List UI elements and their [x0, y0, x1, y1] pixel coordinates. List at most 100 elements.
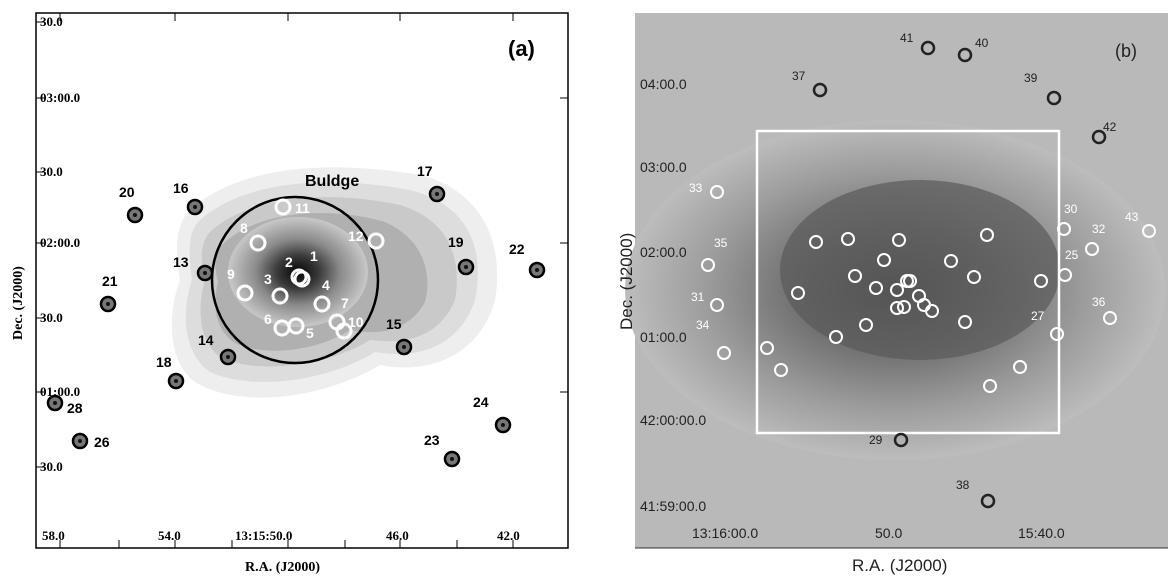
source-label: 32	[1092, 222, 1106, 236]
source-label: 31	[691, 290, 705, 304]
source-label: 42	[1103, 120, 1117, 134]
y-axis-label: Dec. (J2000)	[620, 233, 636, 330]
source-label: 43	[1125, 210, 1139, 224]
source-label: 4	[322, 277, 330, 293]
source-label: 25	[1065, 248, 1079, 262]
y-tick: 04:00.0	[640, 76, 687, 92]
source-label: 14	[198, 332, 214, 348]
x-tick: 46.0	[386, 528, 409, 543]
source-core	[133, 213, 137, 217]
source-label: 37	[792, 69, 806, 83]
source-marker	[1046, 90, 1062, 106]
source-marker	[920, 40, 936, 56]
y-tick: 30.0	[40, 459, 63, 474]
source-core	[78, 439, 82, 443]
source-label: 12	[348, 228, 364, 244]
source-label: 33	[689, 181, 703, 195]
source-label: 27	[1031, 309, 1045, 323]
source-marker	[980, 228, 994, 242]
source-marker	[890, 301, 904, 315]
source-core	[535, 268, 539, 272]
source-marker	[367, 232, 385, 250]
x-tick: 13:15:50.0	[235, 528, 292, 543]
source-marker	[944, 254, 958, 268]
source-marker	[957, 47, 973, 63]
source-marker	[890, 283, 904, 297]
source-marker	[1103, 311, 1117, 325]
x-tick: 50.0	[875, 525, 902, 541]
source-marker	[958, 315, 972, 329]
source-core	[53, 401, 57, 405]
source-label: 29	[869, 433, 883, 447]
source-label: 36	[1092, 295, 1106, 309]
source-core	[193, 205, 197, 209]
source-label: 17	[417, 163, 433, 179]
bulge-circle	[210, 195, 380, 365]
x-tick: 15:40.0	[1018, 525, 1065, 541]
y-axis-label: Dec. (J2000)	[11, 266, 26, 340]
source-label: 11	[295, 200, 310, 216]
y-tick: 42:00:00.0	[640, 412, 706, 428]
source-label: 30	[1064, 202, 1078, 216]
source-label: 7	[341, 295, 349, 311]
source-label: 39	[1024, 71, 1038, 85]
source-core	[464, 265, 468, 269]
source-marker	[774, 363, 788, 377]
source-label: 10	[348, 314, 364, 330]
source-marker	[812, 82, 828, 98]
y-tick: 03:00.0	[640, 159, 687, 175]
source-core	[501, 423, 505, 427]
source-core	[450, 457, 454, 461]
y-tick: 01:00.0	[640, 329, 687, 345]
source-marker	[877, 253, 891, 267]
y-tick: 30.0	[40, 310, 63, 325]
source-core	[106, 302, 110, 306]
y-tick: 02:00.0	[640, 244, 687, 260]
source-label: 6	[264, 311, 272, 327]
source-marker	[1034, 274, 1048, 288]
source-marker	[717, 346, 731, 360]
source-label: 41	[900, 31, 914, 45]
source-core	[226, 355, 230, 359]
source-marker	[335, 322, 353, 340]
source-marker	[859, 318, 873, 332]
source-marker	[236, 284, 254, 302]
x-tick: 42.0	[497, 528, 520, 543]
source-marker	[701, 258, 715, 272]
source-marker	[892, 233, 906, 247]
source-marker	[274, 198, 292, 216]
source-label: 21	[102, 273, 118, 289]
source-core	[203, 271, 207, 275]
source-marker	[983, 379, 997, 393]
source-marker	[903, 274, 917, 288]
panel-b-label: (b)	[1115, 41, 1137, 61]
source-marker	[313, 295, 331, 313]
source-marker	[925, 304, 939, 318]
source-marker	[980, 493, 996, 509]
source-marker	[841, 232, 855, 246]
source-marker	[1085, 242, 1099, 256]
y-tick: 03:00.0	[40, 90, 80, 105]
panel-b: (b) 04:00.0 03:00.0 02:00.0 01:00.0 42:0…	[620, 13, 1168, 575]
x-axis-label: R.A. (J2000)	[245, 560, 320, 575]
source-marker	[1013, 360, 1027, 374]
source-label: 35	[714, 236, 728, 250]
source-marker	[290, 268, 308, 286]
source-core	[402, 345, 406, 349]
panel-a-label: (a)	[508, 36, 535, 61]
y-tick: 30.0	[40, 14, 63, 29]
source-label: 19	[448, 234, 464, 250]
source-label: 5	[306, 325, 314, 341]
source-marker	[809, 235, 823, 249]
source-core	[435, 192, 439, 196]
source-markers-a: 123 4567891011121314151617181920212223242…	[46, 163, 546, 468]
source-label: 34	[696, 318, 710, 332]
source-label: 16	[173, 180, 189, 196]
source-label: 26	[94, 434, 110, 450]
x-tick: 58.0	[42, 528, 65, 543]
source-label: 22	[509, 241, 525, 257]
source-label: 23	[424, 432, 440, 448]
source-marker	[760, 341, 774, 355]
zoom-box	[755, 129, 1061, 435]
source-label: 15	[386, 316, 402, 332]
